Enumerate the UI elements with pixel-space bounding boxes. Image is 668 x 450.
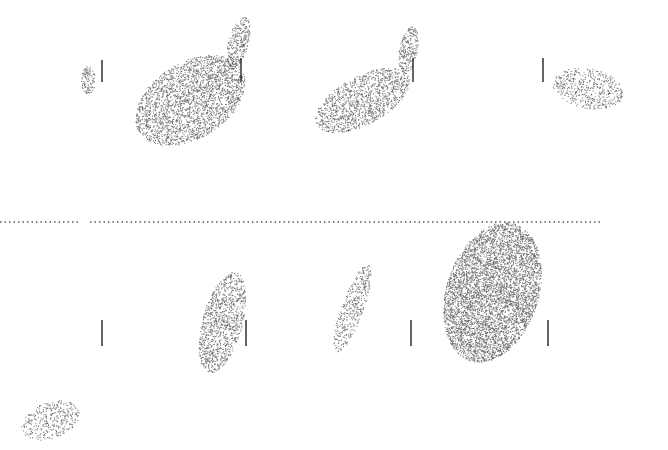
stipple-blob: [21, 400, 79, 440]
stipple-blob: [315, 68, 410, 133]
stipple-blob: [399, 27, 419, 74]
stipple-blob: [199, 272, 246, 373]
page: (() => { const svg = document.getElement…: [0, 0, 668, 450]
stipple-blob: [81, 66, 95, 94]
stipple-blob: [553, 68, 623, 109]
stipple-blob: [333, 265, 371, 352]
stipple-blob: [443, 223, 542, 363]
stipple-blob: [227, 17, 251, 67]
stipple-blob: [136, 55, 246, 146]
figure: [0, 0, 668, 450]
